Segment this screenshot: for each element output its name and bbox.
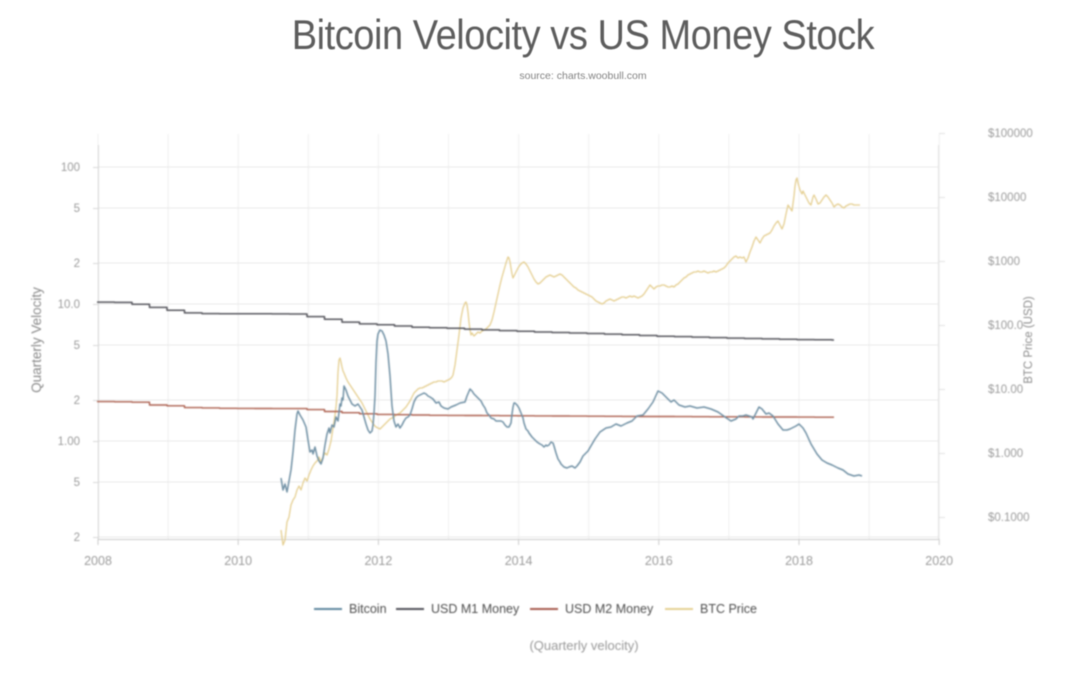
svg-text:2020: 2020 [925, 554, 953, 568]
svg-text:Quarterly Velocity: Quarterly Velocity [29, 287, 44, 393]
svg-text:2: 2 [74, 532, 80, 544]
svg-text:5: 5 [74, 477, 80, 489]
svg-text:2014: 2014 [505, 554, 533, 568]
svg-text:2008: 2008 [84, 554, 112, 568]
svg-text:2018: 2018 [785, 554, 813, 568]
svg-text:USD M2 Money: USD M2 Money [565, 602, 654, 616]
svg-text:$100000: $100000 [988, 128, 1033, 140]
svg-text:1.00: 1.00 [58, 436, 80, 448]
svg-text:$100.0: $100.0 [988, 320, 1023, 332]
svg-text:2016: 2016 [645, 554, 673, 568]
svg-text:5: 5 [74, 340, 80, 352]
svg-text:5: 5 [74, 203, 80, 215]
svg-text:BTC Price (USD): BTC Price (USD) [1023, 296, 1035, 384]
svg-text:2: 2 [74, 258, 80, 270]
svg-text:100: 100 [61, 162, 80, 174]
svg-text:10.0: 10.0 [58, 299, 80, 311]
svg-text:2010: 2010 [224, 554, 252, 568]
svg-text:USD M1 Money: USD M1 Money [431, 602, 520, 616]
svg-text:$1.000: $1.000 [988, 448, 1023, 460]
svg-text:$10000: $10000 [988, 192, 1026, 204]
svg-text:Bitcoin: Bitcoin [349, 602, 387, 616]
svg-text:$10.00: $10.00 [988, 384, 1023, 396]
svg-text:2: 2 [74, 395, 80, 407]
svg-text:(Quarterly velocity): (Quarterly velocity) [529, 638, 638, 653]
svg-text:$1000: $1000 [988, 256, 1020, 268]
svg-text:2012: 2012 [364, 554, 392, 568]
svg-text:$0.1000: $0.1000 [988, 512, 1030, 524]
svg-text:BTC Price: BTC Price [700, 602, 757, 616]
